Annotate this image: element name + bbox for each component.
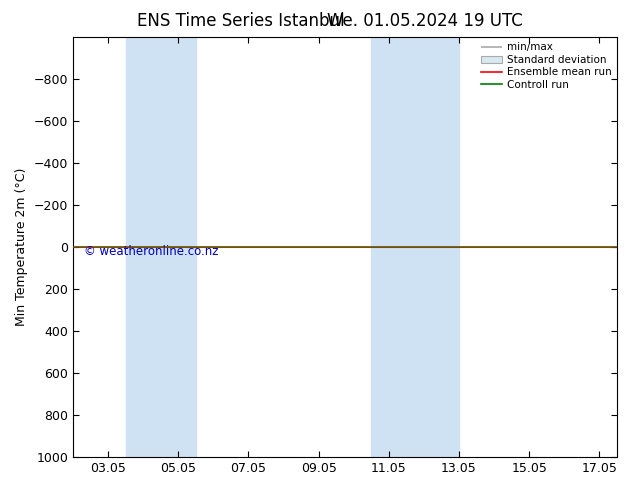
Text: We. 01.05.2024 19 UTC: We. 01.05.2024 19 UTC [327, 12, 522, 30]
Bar [126, 37, 196, 457]
Y-axis label: Min Temperature 2m (°C): Min Temperature 2m (°C) [15, 168, 28, 326]
Bar [372, 37, 459, 457]
Text: ENS Time Series Istanbul: ENS Time Series Istanbul [137, 12, 345, 30]
Legend: min/max, Standard deviation, Ensemble mean run, Controll run: min/max, Standard deviation, Ensemble me… [479, 40, 614, 92]
Text: © weatheronline.co.nz: © weatheronline.co.nz [84, 245, 218, 258]
